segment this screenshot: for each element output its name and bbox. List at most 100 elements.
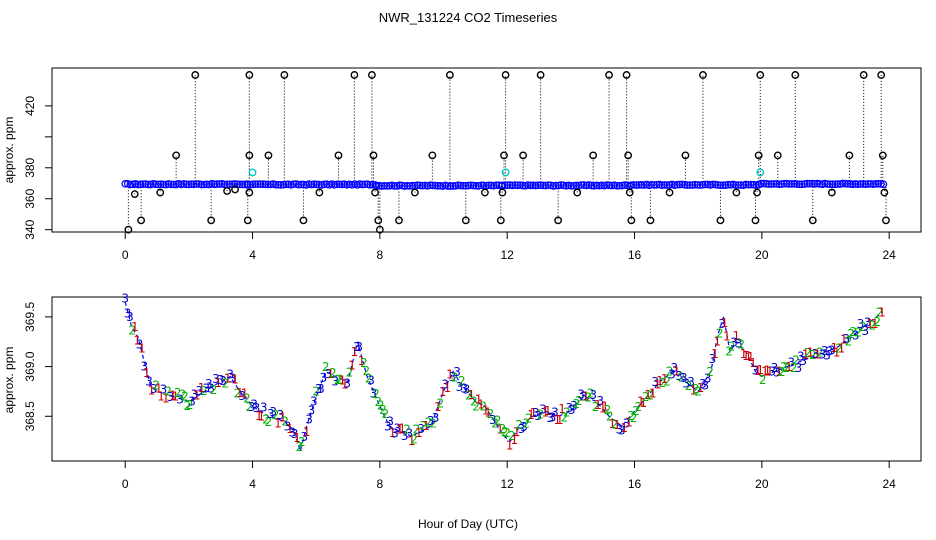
raw-point	[785, 180, 794, 188]
raw-point	[693, 181, 702, 189]
averaged-marker-3: 3	[453, 365, 461, 379]
averaged-marker-3: 3	[580, 389, 588, 403]
raw-outlier-point	[646, 216, 655, 225]
averaged-marker-2: 2	[494, 414, 502, 428]
raw-outlier-point	[243, 216, 252, 225]
averaged-marker-2: 2	[816, 345, 824, 359]
averaged-marker-2: 2	[522, 417, 530, 431]
averaged-marker-2: 2	[501, 425, 509, 439]
averaged-marker-1: 1	[878, 305, 886, 319]
raw-point	[647, 180, 656, 189]
averaged-marker-3: 3	[427, 414, 435, 428]
averaged-marker-3: 3	[704, 372, 712, 386]
raw-outlier-point	[573, 188, 582, 197]
averaged-marker-1: 1	[866, 317, 874, 331]
raw-outlier-point	[625, 188, 634, 197]
raw-point	[765, 180, 773, 188]
raw-outlier-point	[536, 71, 545, 79]
averaged-marker-2: 2	[403, 423, 411, 437]
averaged-marker-2: 2	[694, 385, 702, 399]
averaged-marker-1: 1	[496, 423, 504, 437]
raw-outlier-point	[589, 151, 598, 160]
averaged-marker-3: 3	[861, 324, 869, 338]
raw-point	[335, 180, 344, 189]
averaged-marker-1: 1	[434, 400, 442, 414]
averaged-marker-1: 1	[482, 403, 490, 417]
averaged-marker-3: 3	[768, 365, 776, 379]
averaged-marker-2: 2	[706, 365, 714, 379]
raw-point	[650, 181, 659, 189]
averaged-marker-3: 3	[355, 340, 363, 354]
averaged-marker-3: 3	[229, 372, 237, 386]
averaged-marker-1: 1	[444, 381, 452, 395]
averaged-marker-3: 3	[188, 395, 196, 409]
raw-point	[282, 180, 290, 189]
raw-outlier-point	[231, 185, 239, 194]
averaged-marker-2: 2	[360, 356, 368, 370]
raw-point	[544, 181, 553, 189]
raw-outlier-point	[501, 71, 510, 79]
averaged-marker-1: 1	[484, 405, 492, 419]
averaged-marker-2: 2	[778, 365, 786, 379]
raw-point	[395, 181, 404, 189]
raw-point	[444, 182, 452, 190]
averaged-marker-1: 1	[733, 329, 741, 343]
averaged-marker-2: 2	[181, 390, 189, 404]
averaged-marker-1: 1	[527, 408, 535, 422]
averaged-marker-2: 2	[854, 325, 862, 339]
averaged-marker-1: 1	[721, 316, 729, 330]
averaged-marker-1: 1	[654, 377, 662, 391]
averaged-marker-2: 2	[804, 346, 812, 360]
averaged-marker-1: 1	[224, 372, 232, 386]
raw-point	[790, 180, 799, 188]
averaged-marker-3: 3	[250, 397, 258, 411]
raw-point	[467, 181, 475, 190]
raw-outlier-point	[245, 188, 254, 197]
raw-point	[210, 180, 219, 189]
raw-point	[277, 181, 285, 189]
averaged-marker-3: 3	[305, 412, 313, 426]
raw-point	[383, 182, 391, 190]
raw-point	[744, 180, 753, 189]
averaged-marker-2: 2	[410, 432, 418, 446]
raw-point	[501, 181, 509, 190]
averaged-marker-3: 3	[618, 423, 626, 437]
averaged-marker-3: 3	[821, 344, 829, 358]
averaged-marker-1: 1	[279, 410, 287, 424]
averaged-marker-2: 2	[336, 373, 344, 387]
averaged-marker-1: 1	[761, 365, 769, 379]
raw-point	[805, 179, 814, 188]
raw-outlier-point	[137, 216, 146, 225]
averaged-marker-1: 1	[506, 438, 514, 452]
raw-point	[686, 181, 694, 189]
averaged-marker-1: 1	[193, 388, 201, 402]
averaged-marker-2: 2	[186, 398, 194, 412]
raw-point	[567, 181, 575, 190]
averaged-marker-2: 2	[374, 395, 382, 409]
averaged-marker-2: 2	[458, 374, 466, 388]
raw-point	[197, 180, 206, 189]
raw-point	[139, 180, 147, 188]
raw-outlier-point	[264, 151, 273, 160]
averaged-marker-3: 3	[842, 332, 850, 346]
averaged-marker-3: 3	[126, 310, 134, 324]
raw-point	[757, 179, 766, 188]
raw-point	[256, 180, 265, 188]
averaged-marker-3: 3	[150, 382, 158, 396]
averaged-marker-1: 1	[554, 413, 562, 427]
averaged-marker-3: 3	[417, 422, 425, 436]
averaged-marker-1: 1	[138, 342, 146, 356]
averaged-marker-1: 1	[713, 335, 721, 349]
raw-point	[658, 181, 666, 190]
raw-point	[377, 182, 386, 190]
raw-xtick-label: 8	[377, 248, 384, 262]
raw-outlier-point	[773, 151, 782, 160]
averaged-marker-3: 3	[616, 423, 624, 437]
averaged-marker-3: 3	[253, 401, 261, 415]
raw-point	[605, 181, 614, 190]
averaged-marker-3: 3	[176, 393, 184, 407]
raw-outlier-point	[665, 188, 674, 197]
averaged-marker-1: 1	[740, 347, 748, 361]
averaged-marker-3: 3	[534, 409, 542, 423]
